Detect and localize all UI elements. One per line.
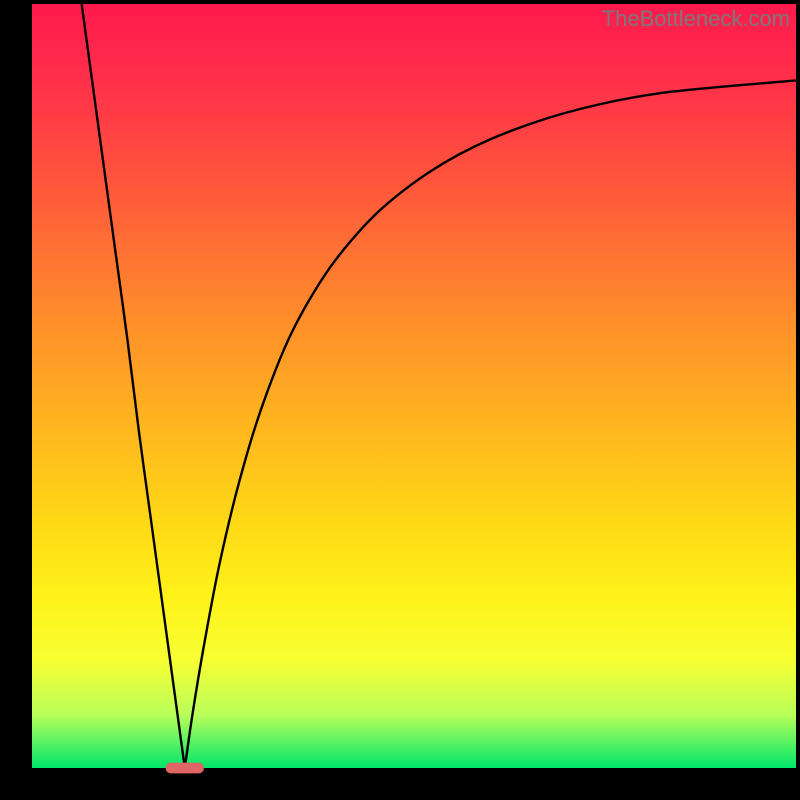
- chart-container: TheBottleneck.com: [0, 0, 800, 800]
- plot-area: [32, 4, 796, 768]
- watermark-text: TheBottleneck.com: [602, 6, 790, 32]
